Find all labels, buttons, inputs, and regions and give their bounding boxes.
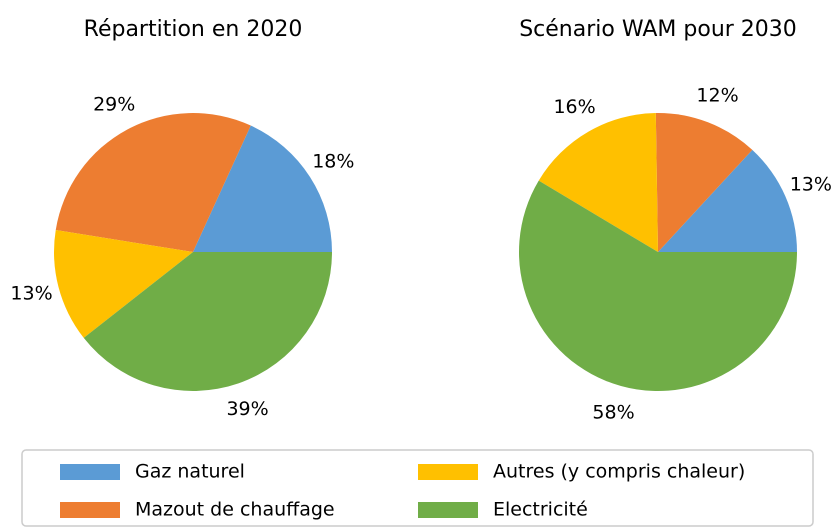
pie-slice (519, 180, 797, 391)
legend-swatch (60, 502, 120, 518)
legend-swatch (418, 502, 478, 518)
slice-label: 58% (592, 401, 634, 423)
pie-slice (83, 252, 332, 392)
slice-label: 13% (790, 174, 832, 196)
legend-label: Autres (y compris chaleur) (493, 461, 745, 483)
slice-label: 39% (226, 398, 268, 420)
slice-label: 13% (10, 282, 52, 304)
pie-slice (193, 125, 332, 252)
slice-label: 12% (696, 85, 738, 107)
pie-slice (655, 113, 753, 252)
legend-label: Gaz naturel (135, 461, 245, 483)
slice-label: 29% (93, 93, 135, 115)
chart-title: Scénario WAM pour 2030 (519, 17, 797, 42)
slice-label: 16% (553, 96, 595, 118)
legend-box (21, 449, 814, 527)
legend-swatch (418, 464, 478, 480)
legend-label: Electricité (493, 499, 588, 521)
pie-slice (55, 112, 251, 252)
chart-title: Répartition en 2020 (84, 17, 303, 42)
pie-slice (658, 149, 797, 252)
legend-label: Mazout de chauffage (135, 499, 335, 521)
pie-slice (538, 113, 658, 253)
slice-label: 18% (312, 150, 354, 172)
pie-slice (53, 230, 193, 338)
legend-swatch (60, 464, 120, 480)
